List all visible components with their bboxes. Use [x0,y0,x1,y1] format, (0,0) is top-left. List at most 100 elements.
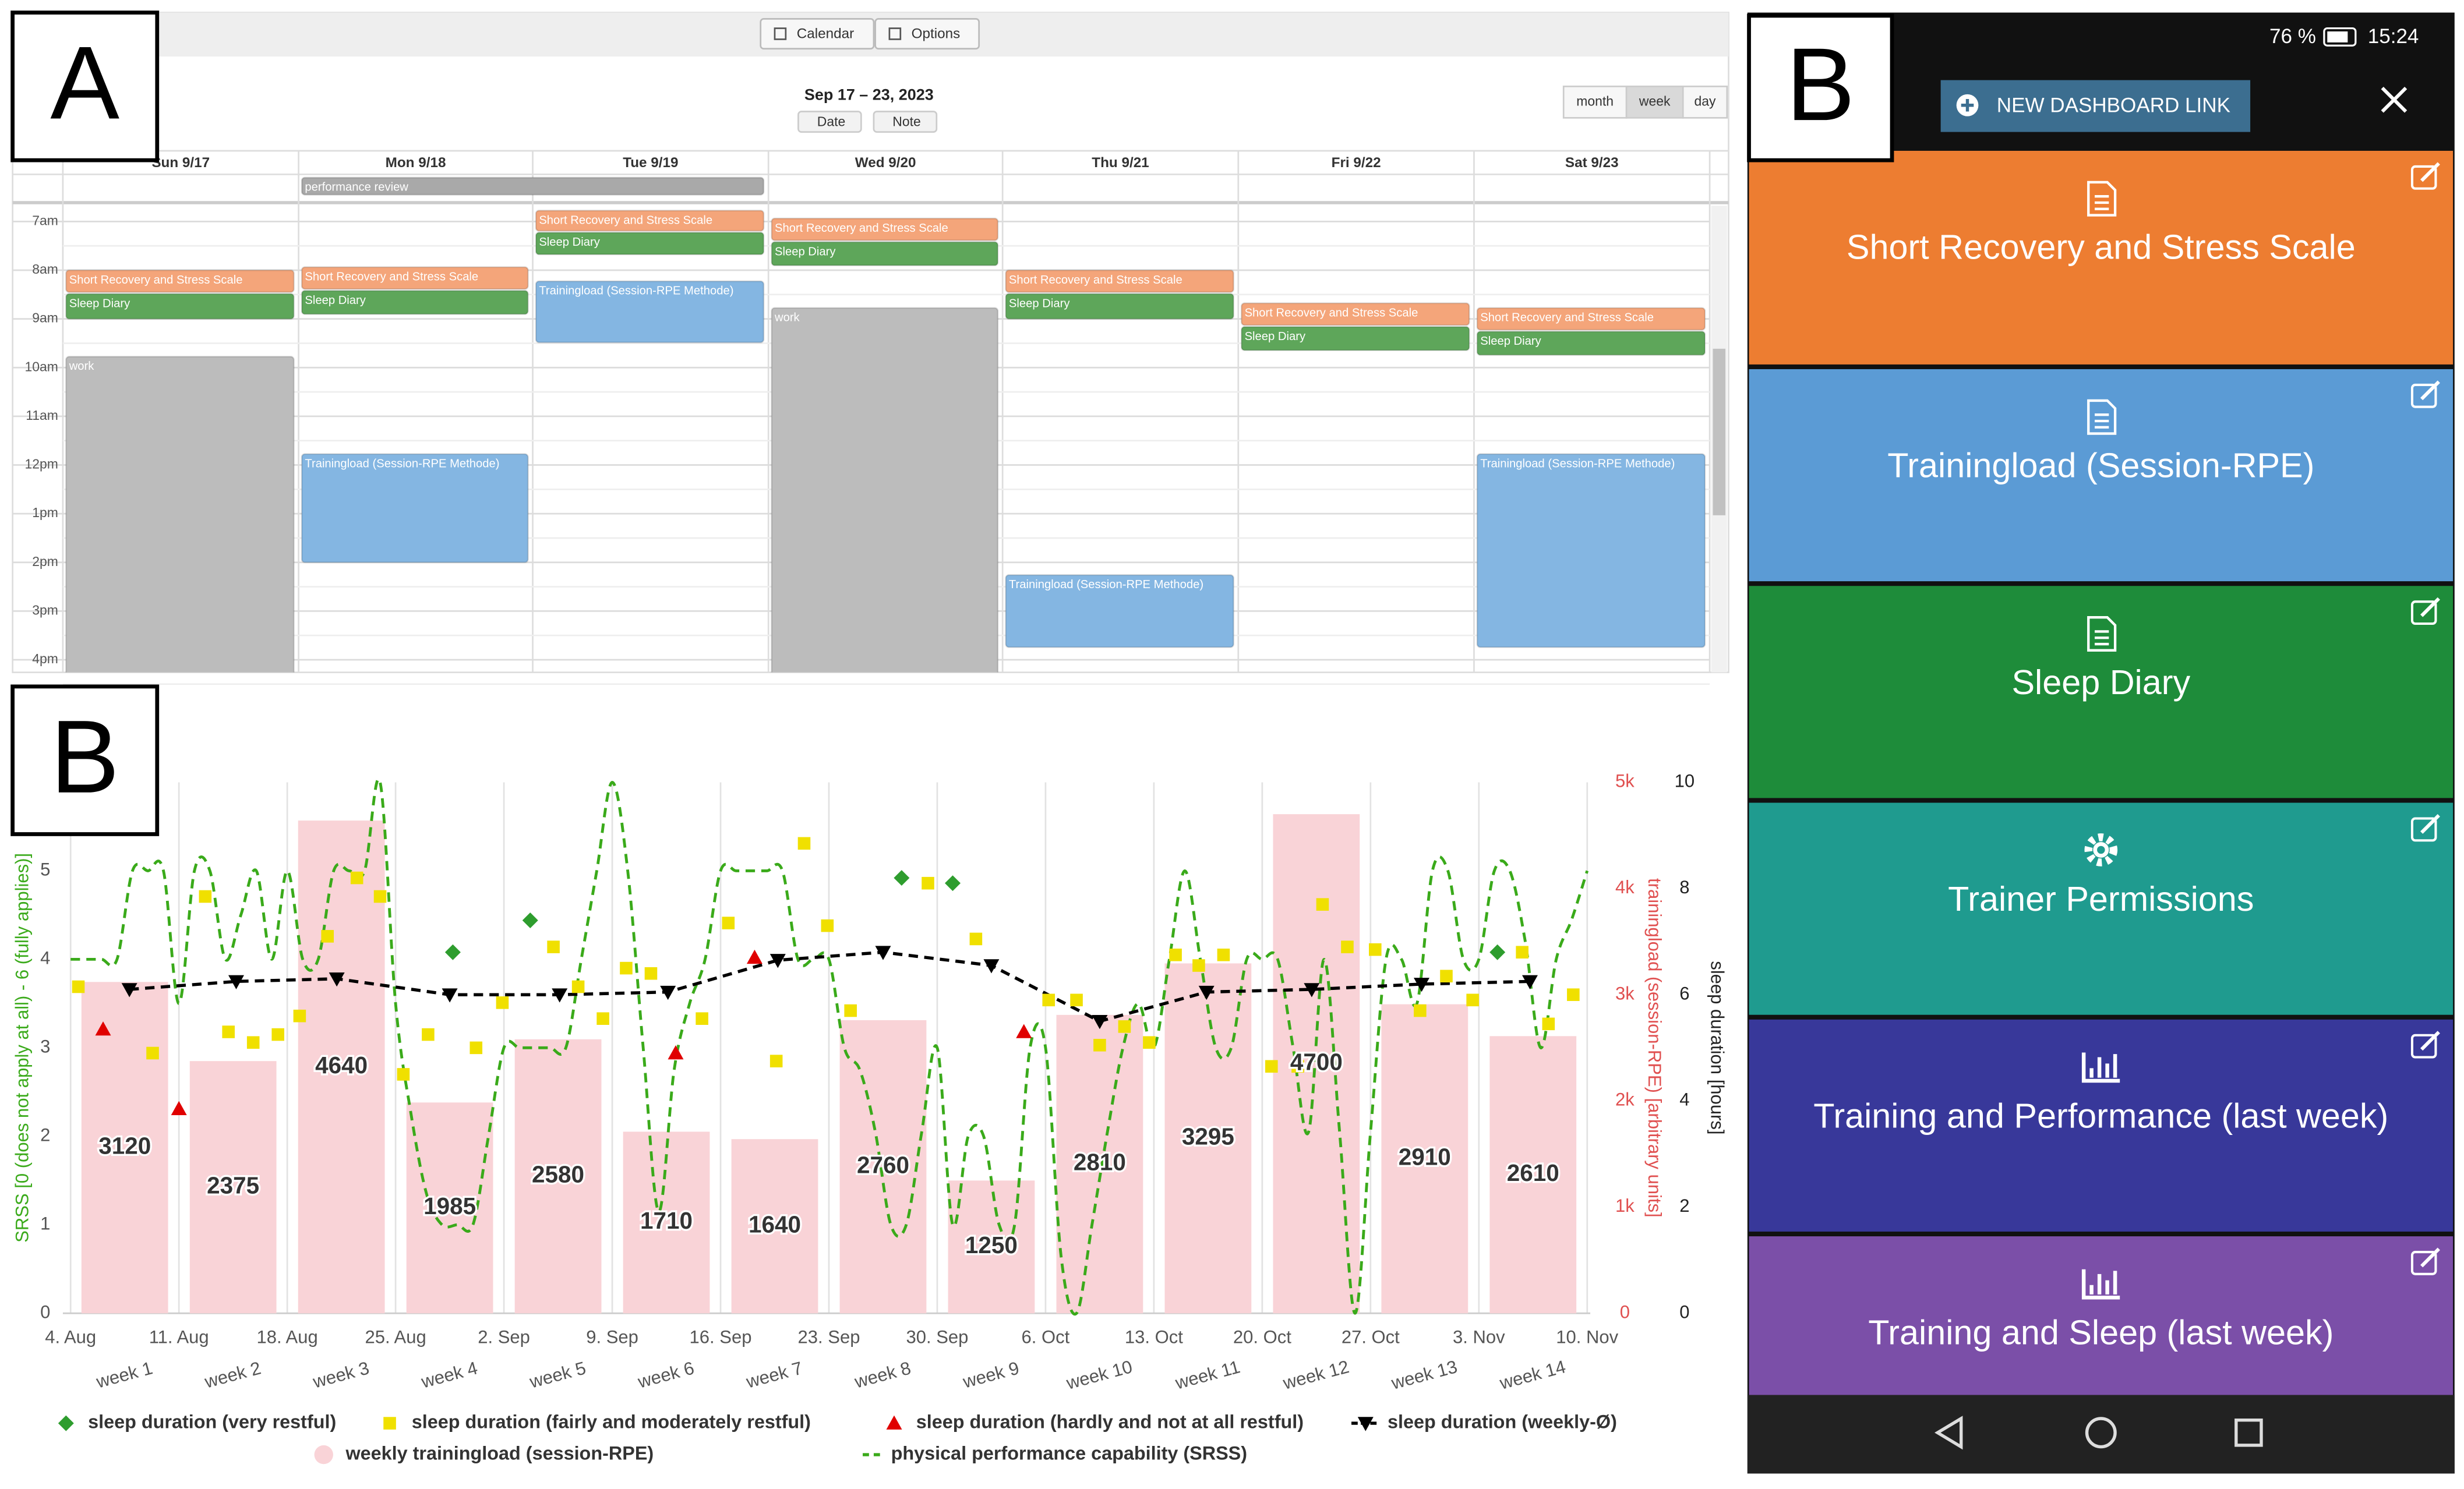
square-marker [844,1004,857,1017]
new-link-button[interactable] [1940,80,2251,132]
legend-swatch [1357,1417,1374,1431]
legend-label[interactable]: sleep duration (very restful) [88,1412,336,1433]
calendar-event[interactable] [771,217,999,242]
calendar-event[interactable] [535,280,765,344]
nav-back[interactable] [1935,1416,1963,1450]
edit-icon[interactable] [2410,817,2437,842]
triangle-down-marker [769,954,786,968]
bar [731,1139,818,1314]
date-note-button[interactable] [797,111,862,133]
square-marker [821,919,834,932]
nav-recent[interactable] [2234,1419,2263,1447]
legend-label[interactable]: sleep duration (fairly and moderately re… [412,1412,811,1433]
panel-label: A [50,24,119,140]
edit-icon[interactable] [2410,383,2437,408]
dashboard-tile[interactable] [1749,1019,2454,1232]
edit-pencil [2420,380,2440,401]
tile-label[interactable]: Sleep Diary [2011,663,2190,702]
bar-value-label: 1710 [640,1207,693,1234]
square-marker [547,940,560,953]
tile-label[interactable]: Training and Sleep (last week) [1868,1313,2334,1352]
edit-icon[interactable] [2410,165,2437,190]
calendar-event[interactable] [65,293,295,320]
y3-tick-label: 0 [1679,1301,1689,1322]
calendar-event[interactable] [301,453,529,564]
legend-label[interactable]: sleep duration (hardly and not at all re… [916,1412,1304,1433]
square-marker [1143,1036,1156,1049]
calendar-event[interactable] [535,231,765,256]
calendar-event[interactable] [301,289,529,315]
square-marker [422,1028,435,1041]
document-icon [2087,616,2117,652]
square-marker [321,930,334,943]
bar-value-label: 3120 [98,1132,151,1159]
view-button[interactable] [1682,86,1728,119]
tile-label[interactable]: Trainer Permissions [1948,879,2254,918]
tile-label[interactable]: Trainingload (Session-RPE) [1887,446,2314,485]
dashboard-tile[interactable] [1749,369,2454,582]
event-label: Sleep Diary [305,294,366,307]
y3-tick-label: 10 [1675,771,1695,791]
calendar-event[interactable] [1240,326,1470,351]
calendar-event[interactable] [301,266,529,290]
edit-icon[interactable] [2410,1251,2437,1275]
calendar-event[interactable] [1240,302,1470,326]
nav-bar [1747,1395,2455,1474]
calendar-event[interactable] [301,176,765,196]
y2-tick-label: 0 [1620,1301,1630,1322]
square-marker [1118,1020,1131,1033]
legend-swatch [886,1415,902,1430]
calendar-event[interactable] [1476,307,1706,331]
day-header: Mon 9/18 [386,155,446,171]
legend-label[interactable]: weekly trainingload (session-RPE) [345,1443,654,1464]
legend-label[interactable]: sleep duration (weekly-Ø) [1388,1412,1617,1433]
view-button[interactable] [1625,86,1684,119]
calendar-event[interactable] [771,241,999,267]
square-marker [1265,1060,1278,1073]
dashboard-tile[interactable] [1749,150,2454,365]
square-marker [72,980,85,993]
calendar-event[interactable] [1476,453,1706,648]
calendar-event[interactable] [1476,330,1706,356]
calendar-event[interactable] [1005,269,1235,293]
edit-icon[interactable] [2410,600,2437,625]
day-header: Tue 9/19 [623,155,678,171]
calendar-event[interactable] [1005,574,1235,648]
edit-icon[interactable] [2410,1034,2437,1059]
legend-label[interactable]: physical performance capability (SRSS) [891,1443,1247,1464]
scroll-thumb[interactable] [1713,348,1726,515]
triangle-down-marker [329,972,345,987]
x-tick-label: 6. Oct [1022,1327,1070,1347]
dashboard-tile[interactable] [1749,1236,2454,1395]
time-label: 8am [32,261,58,277]
triangle-down-marker [228,975,244,989]
square-marker [1414,1004,1427,1017]
toolbar-button[interactable] [760,18,875,49]
calendar-event[interactable] [1005,293,1235,320]
calendar-event[interactable] [771,307,999,691]
calendar-event[interactable] [65,269,295,293]
triangle-down-marker [660,985,676,1000]
toolbar-button[interactable] [874,18,980,49]
day-header: Sat 9/23 [1565,155,1619,171]
edit-pencil [2420,597,2440,617]
dashboard-tile[interactable] [1749,586,2454,798]
view-label: day [1695,93,1716,108]
panel-label: B [50,699,119,815]
nav-home[interactable] [2085,1417,2117,1449]
bar [1381,1004,1468,1314]
triangle-down-marker [983,959,1000,974]
triangle-marker [668,1045,684,1060]
bar-value-label: 1985 [423,1193,476,1219]
view-button[interactable] [1562,86,1628,119]
y3-tick-label: 6 [1679,983,1689,1003]
y-tick-label: 5 [40,860,50,880]
calendar-event[interactable] [65,356,295,691]
calendar-event[interactable] [535,210,765,232]
date-note-button[interactable] [873,111,938,133]
close-icon[interactable] [2381,86,2407,113]
toolbar-icon [888,27,902,40]
tile-label[interactable]: Short Recovery and Stress Scale [1847,228,2356,267]
tile-label[interactable]: Training and Performance (last week) [1813,1096,2388,1135]
